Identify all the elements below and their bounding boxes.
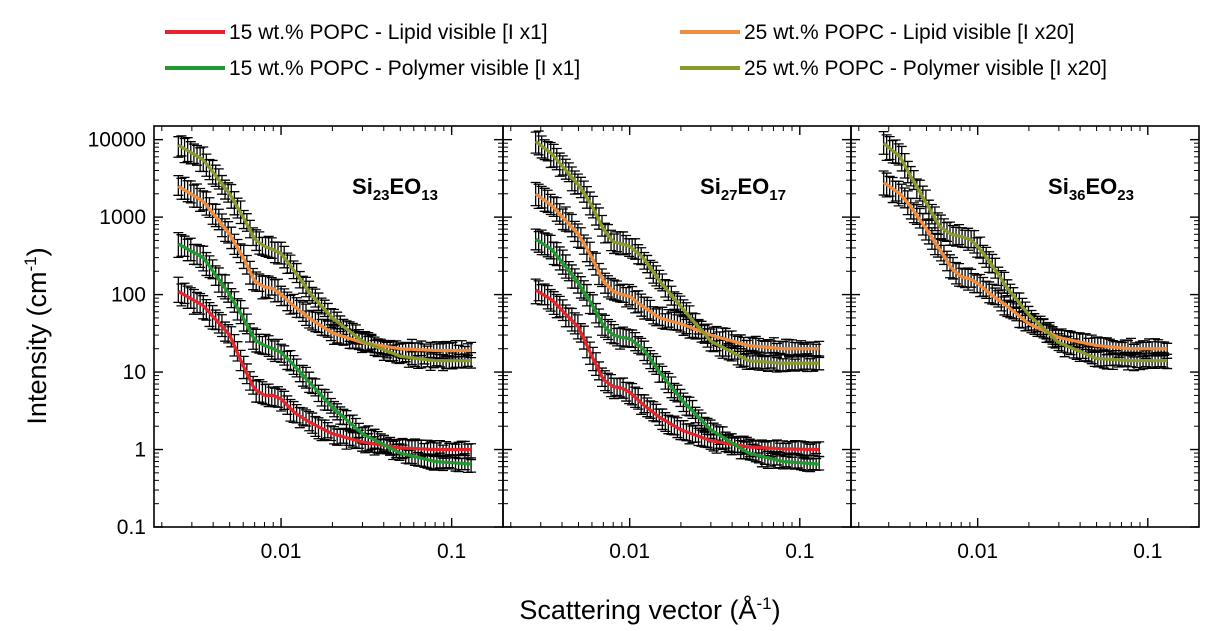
panel-label-part: 36 — [1069, 187, 1086, 204]
panel-2-series-line-3 — [534, 192, 820, 351]
y-tick-label: 10 — [123, 361, 146, 384]
panel-1-series-line-2 — [177, 242, 472, 466]
panel-1-series-line-3 — [177, 184, 472, 353]
panel-label-part: Si — [700, 174, 721, 199]
panel-label-part: 27 — [721, 187, 738, 204]
panel-label-part: 23 — [1117, 187, 1134, 204]
panel-2-series-line-1 — [534, 288, 820, 452]
panel-1-series-line-4 — [177, 143, 472, 363]
panel-3-series-line-2 — [882, 141, 1168, 363]
panel-label-part: Si — [352, 174, 373, 199]
panel-label-part: EO — [390, 174, 422, 199]
x-tick-label: 0.01 — [261, 540, 302, 563]
panel-1: 0.1 1 10 100 1000 10000 0.01 0.1 Si23EO13 — [88, 125, 504, 563]
panel-3: 0.01 0.1 Si36EO23 — [850, 125, 1200, 563]
x-tick-label: 0.01 — [957, 540, 998, 563]
panel-3-label: Si36EO23 — [1048, 174, 1134, 204]
error-bar — [466, 458, 477, 473]
panel-3-series-line-1 — [882, 181, 1168, 351]
panel-label-part: EO — [738, 174, 770, 199]
y-tick-label: 100 — [111, 284, 146, 307]
legend-label-2: 25 wt.% POPC - Lipid visible [I x20] — [744, 21, 1074, 44]
x-tick-label: 0.1 — [437, 540, 466, 563]
legend-label-1: 15 wt.% POPC - Lipid visible [I x1] — [229, 21, 548, 44]
panel-3-data-markers — [878, 130, 1173, 372]
panel-1-series-line-1 — [177, 290, 472, 452]
x-tick-label: 0.1 — [1133, 540, 1162, 563]
legend-label-3: 15 wt.% POPC - Polymer visible [I x1] — [229, 57, 580, 80]
panel-label-part: Si — [1048, 174, 1069, 199]
panel-2: 0.01 0.1 Si27EO17 — [502, 125, 852, 563]
y-tick-label: 1000 — [99, 206, 146, 229]
panel-label-part: 17 — [769, 187, 786, 204]
x-tick-label: 0.01 — [609, 540, 650, 563]
y-tick-label: 1 — [134, 439, 146, 462]
x-axis-title: Scattering vector (Å-1) — [519, 594, 780, 625]
panel-1-data-markers — [173, 135, 477, 474]
panel-label-part: 23 — [373, 187, 390, 204]
x-tick-label: 0.1 — [785, 540, 814, 563]
panel-3-frame — [850, 125, 1200, 528]
panel-2-label: Si27EO17 — [700, 174, 786, 204]
panel-2-series-line-4 — [534, 140, 820, 365]
panel-2-series-line-2 — [534, 237, 820, 466]
panel-label-part: 13 — [421, 187, 438, 204]
panel-label-part: EO — [1086, 174, 1118, 199]
legend-label-4: 25 wt.% POPC - Polymer visible [I x20] — [744, 57, 1107, 80]
y-axis-title: Intensity (cm-1) — [21, 247, 52, 424]
y-tick-label: 0.1 — [117, 516, 146, 539]
y-tick-label: 10000 — [88, 129, 146, 152]
panel-1-label: Si23EO13 — [352, 174, 438, 204]
legend: 15 wt.% POPC - Lipid visible [I x1] 25 wt… — [165, 21, 1107, 80]
